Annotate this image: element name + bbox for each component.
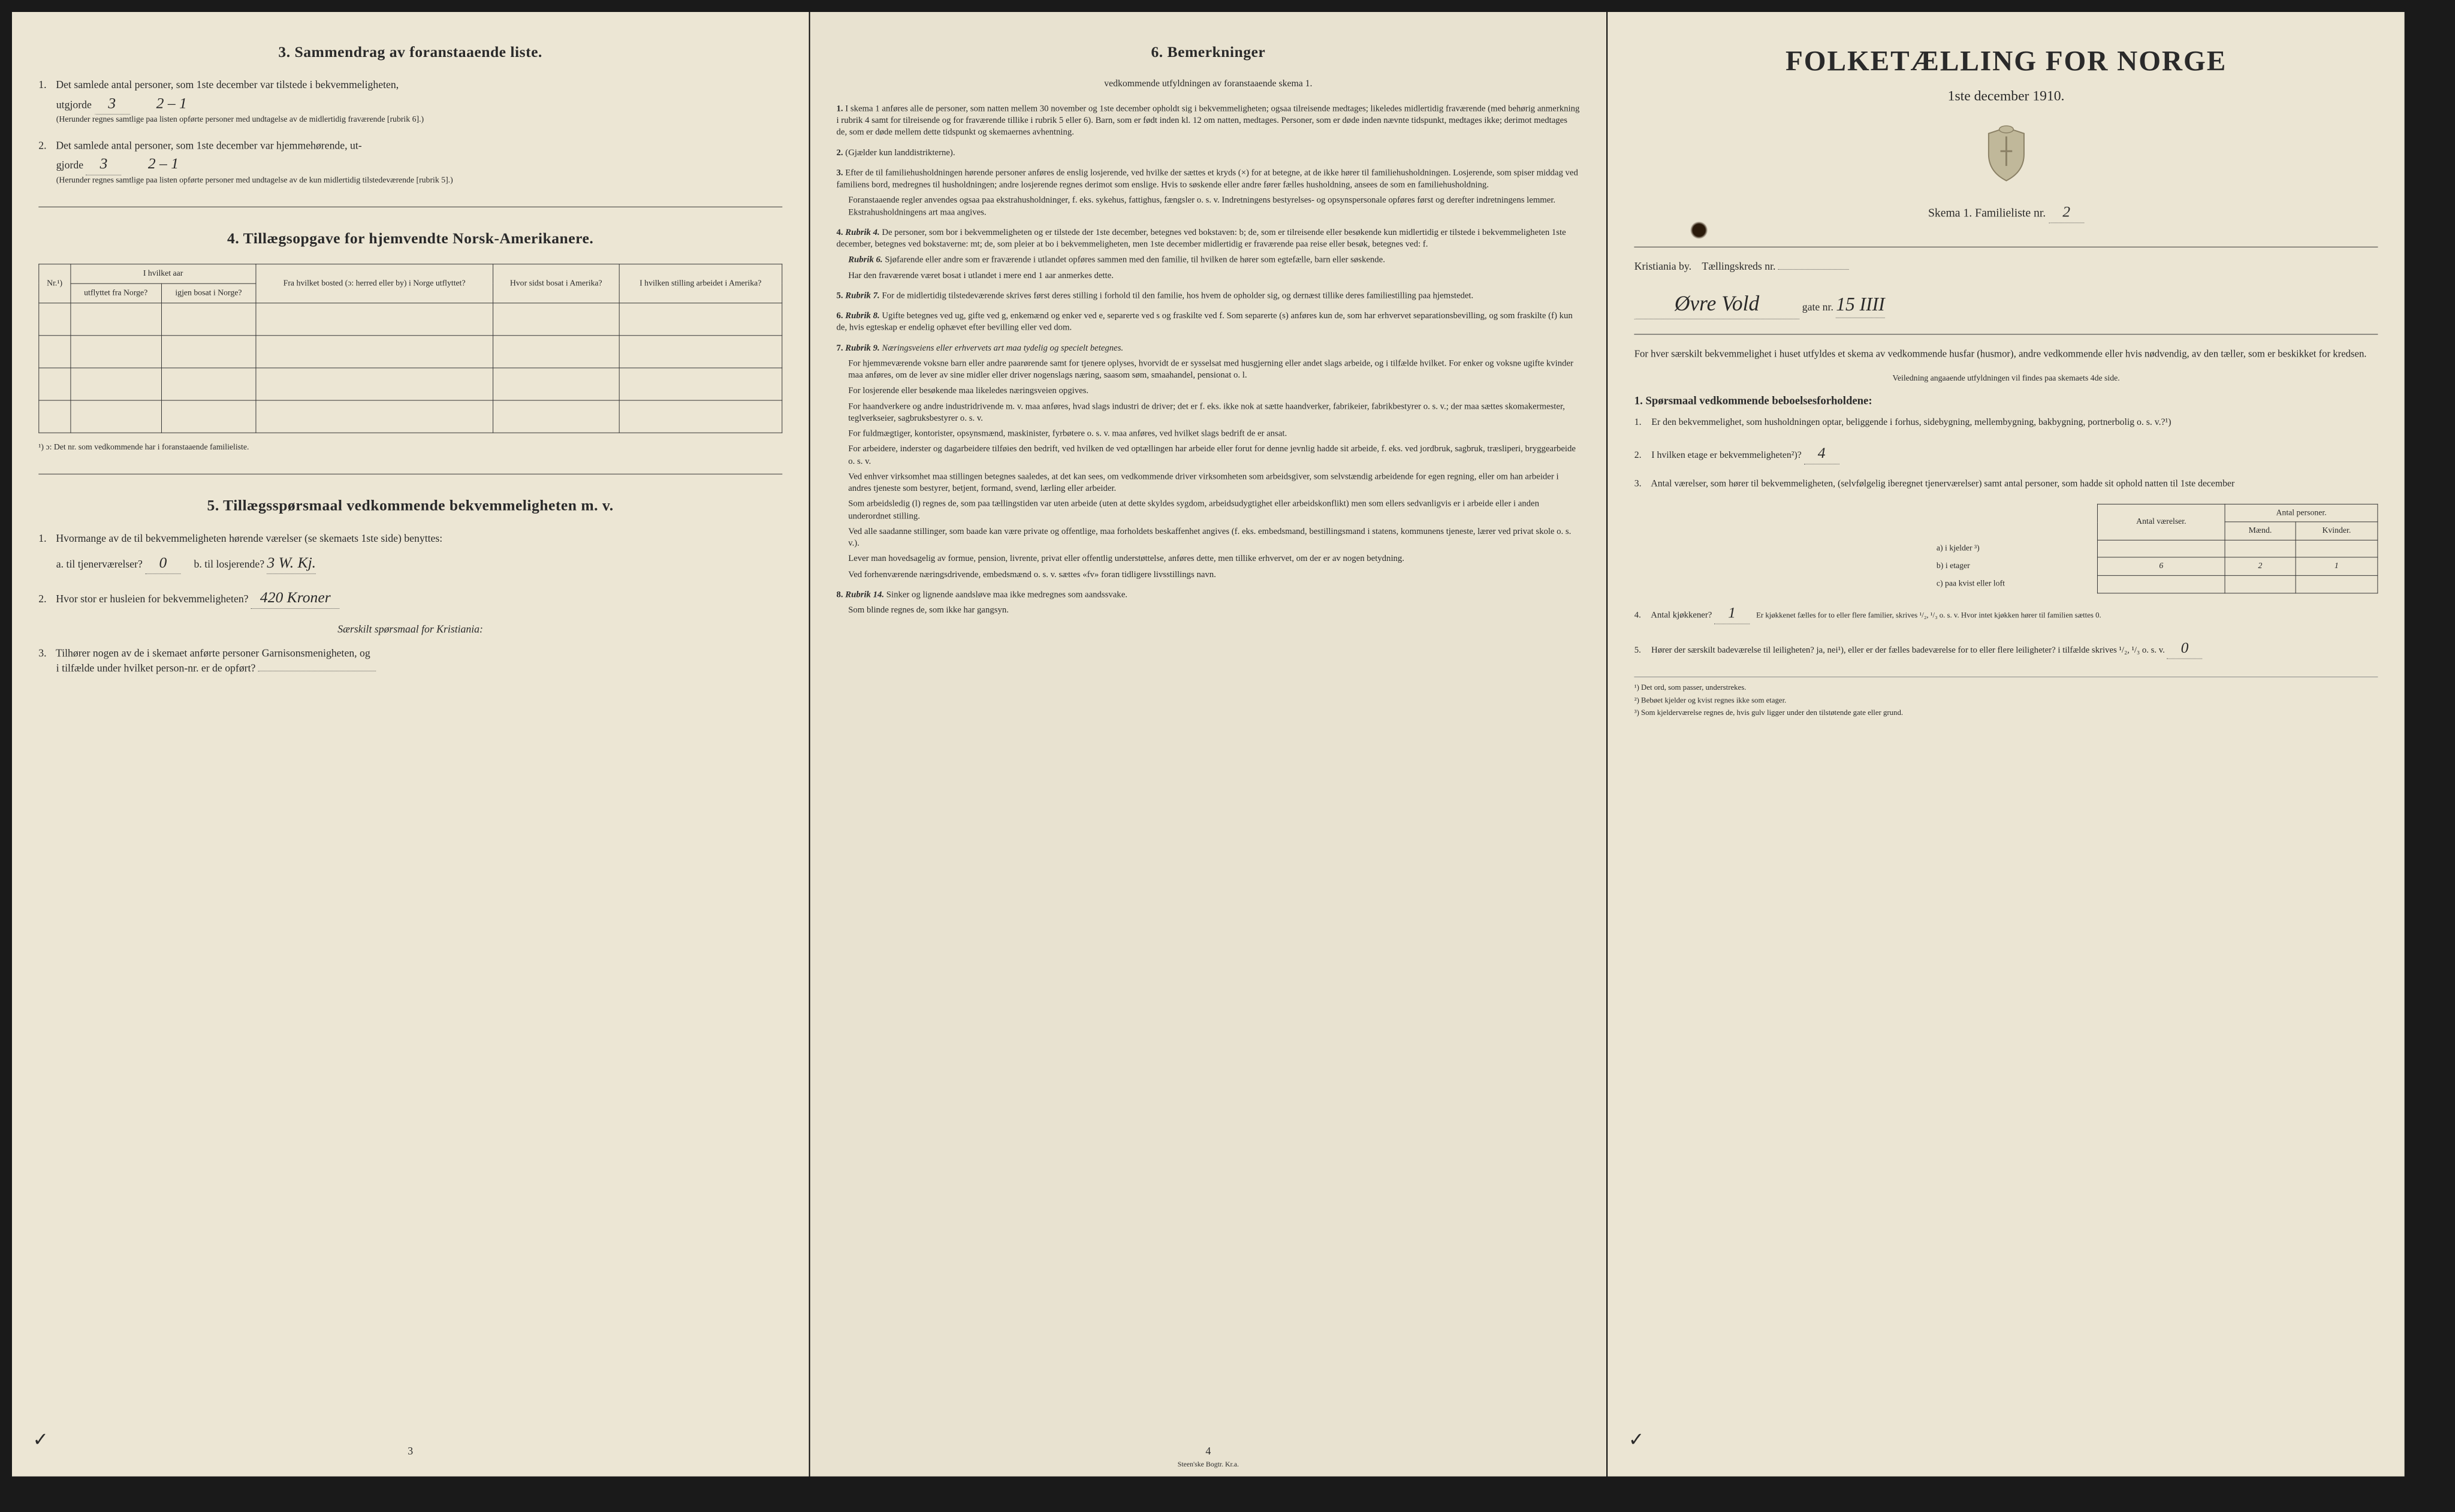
rubrik-item: 7. Rubrik 9. Næringsveiens eller erhverv… — [837, 342, 1581, 581]
main-title: FOLKETÆLLING FOR NORGE — [1634, 41, 2378, 81]
printer-mark: Steen'ske Bogtr. Kr.a. — [810, 1459, 1606, 1469]
checkmark: ✓ — [1628, 1426, 1644, 1453]
page-4: 6. Bemerkninger vedkommende utfyldningen… — [810, 12, 1606, 1477]
table-footnote: ¹) ɔ: Det nr. som vedkommende har i fora… — [38, 442, 782, 453]
rubrik-item: 1. I skema 1 anføres alle de personer, s… — [837, 102, 1581, 138]
rubriks-container: 1. I skema 1 anføres alle de personer, s… — [837, 102, 1581, 616]
item-5-2: 2. Hvor stor er husleien for bekvemmelig… — [38, 587, 782, 609]
rubrik-item: 8. Rubrik 14. Sinker og lignende aandslø… — [837, 588, 1581, 616]
section5-title: 5. Tillægsspørsmaal vedkommende bekvemme… — [38, 495, 782, 517]
intro-para: For hver særskilt bekvemmelighet i huset… — [1634, 346, 2378, 361]
rubrik-item: 3. Efter de til familiehusholdningen hør… — [837, 167, 1581, 219]
section3-title: 3. Sammendrag av foranstaaende liste. — [38, 41, 782, 63]
page-3: 3. Sammendrag av foranstaaende liste. 1.… — [12, 12, 809, 1477]
section6-title: 6. Bemerkninger — [837, 41, 1581, 63]
section4-title: 4. Tillægsopgave for hjemvendte Norsk-Am… — [38, 228, 782, 249]
rubrik-item: 4. Rubrik 4. De personer, som bor i bekv… — [837, 227, 1581, 282]
rubrik-item: 5. Rubrik 7. For de midlertidig tilstede… — [837, 289, 1581, 301]
section1-title: 1. Spørsmaal vedkommende beboelsesforhol… — [1634, 394, 2378, 409]
footnotes: ¹) Det ord, som passer, understrekes. ²)… — [1634, 677, 2378, 717]
rubrik-item: 6. Rubrik 8. Ugifte betegnes ved ug, gif… — [837, 310, 1581, 334]
form-label: Skema 1. Familieliste nr. 2 — [1634, 201, 2378, 224]
amerika-table: Nr.¹) I hvilket aar Fra hvilket bosted (… — [38, 264, 782, 433]
page-number: 3 — [12, 1444, 809, 1459]
rubrik-item: 2. (Gjælder kun landdistrikterne). — [837, 147, 1581, 159]
street-line: Øvre Vold gate nr. 15 IIII — [1634, 289, 2378, 319]
value-hjemme: 3 — [86, 153, 121, 176]
person-count-table: Antal værelser. Antal personer. Mænd. Kv… — [1932, 503, 2378, 593]
value-tilstede: 3 — [94, 92, 129, 114]
date-subtitle: 1ste december 1910. — [1634, 87, 2378, 107]
item-5-3: 3. Tilhører nogen av de i skemaet anført… — [38, 646, 782, 676]
divider — [38, 474, 782, 475]
page-cover: FOLKETÆLLING FOR NORGE 1ste december 191… — [1607, 12, 2404, 1477]
item-3-2: 2. Det samlede antal personer, som 1ste … — [38, 138, 782, 186]
city-line: Kristiania by. Tællingskreds nr. — [1634, 259, 2378, 274]
page-number: 4 — [810, 1444, 1606, 1459]
item-3-1: 1. Det samlede antal personer, som 1ste … — [38, 78, 782, 125]
coat-of-arms-icon — [1980, 125, 2033, 183]
document-root: 3. Sammendrag av foranstaaende liste. 1.… — [12, 12, 2405, 1477]
ink-blot — [1690, 221, 1708, 239]
item-5-1: 1. Hvormange av de til bekvemmeligheten … — [38, 532, 782, 574]
